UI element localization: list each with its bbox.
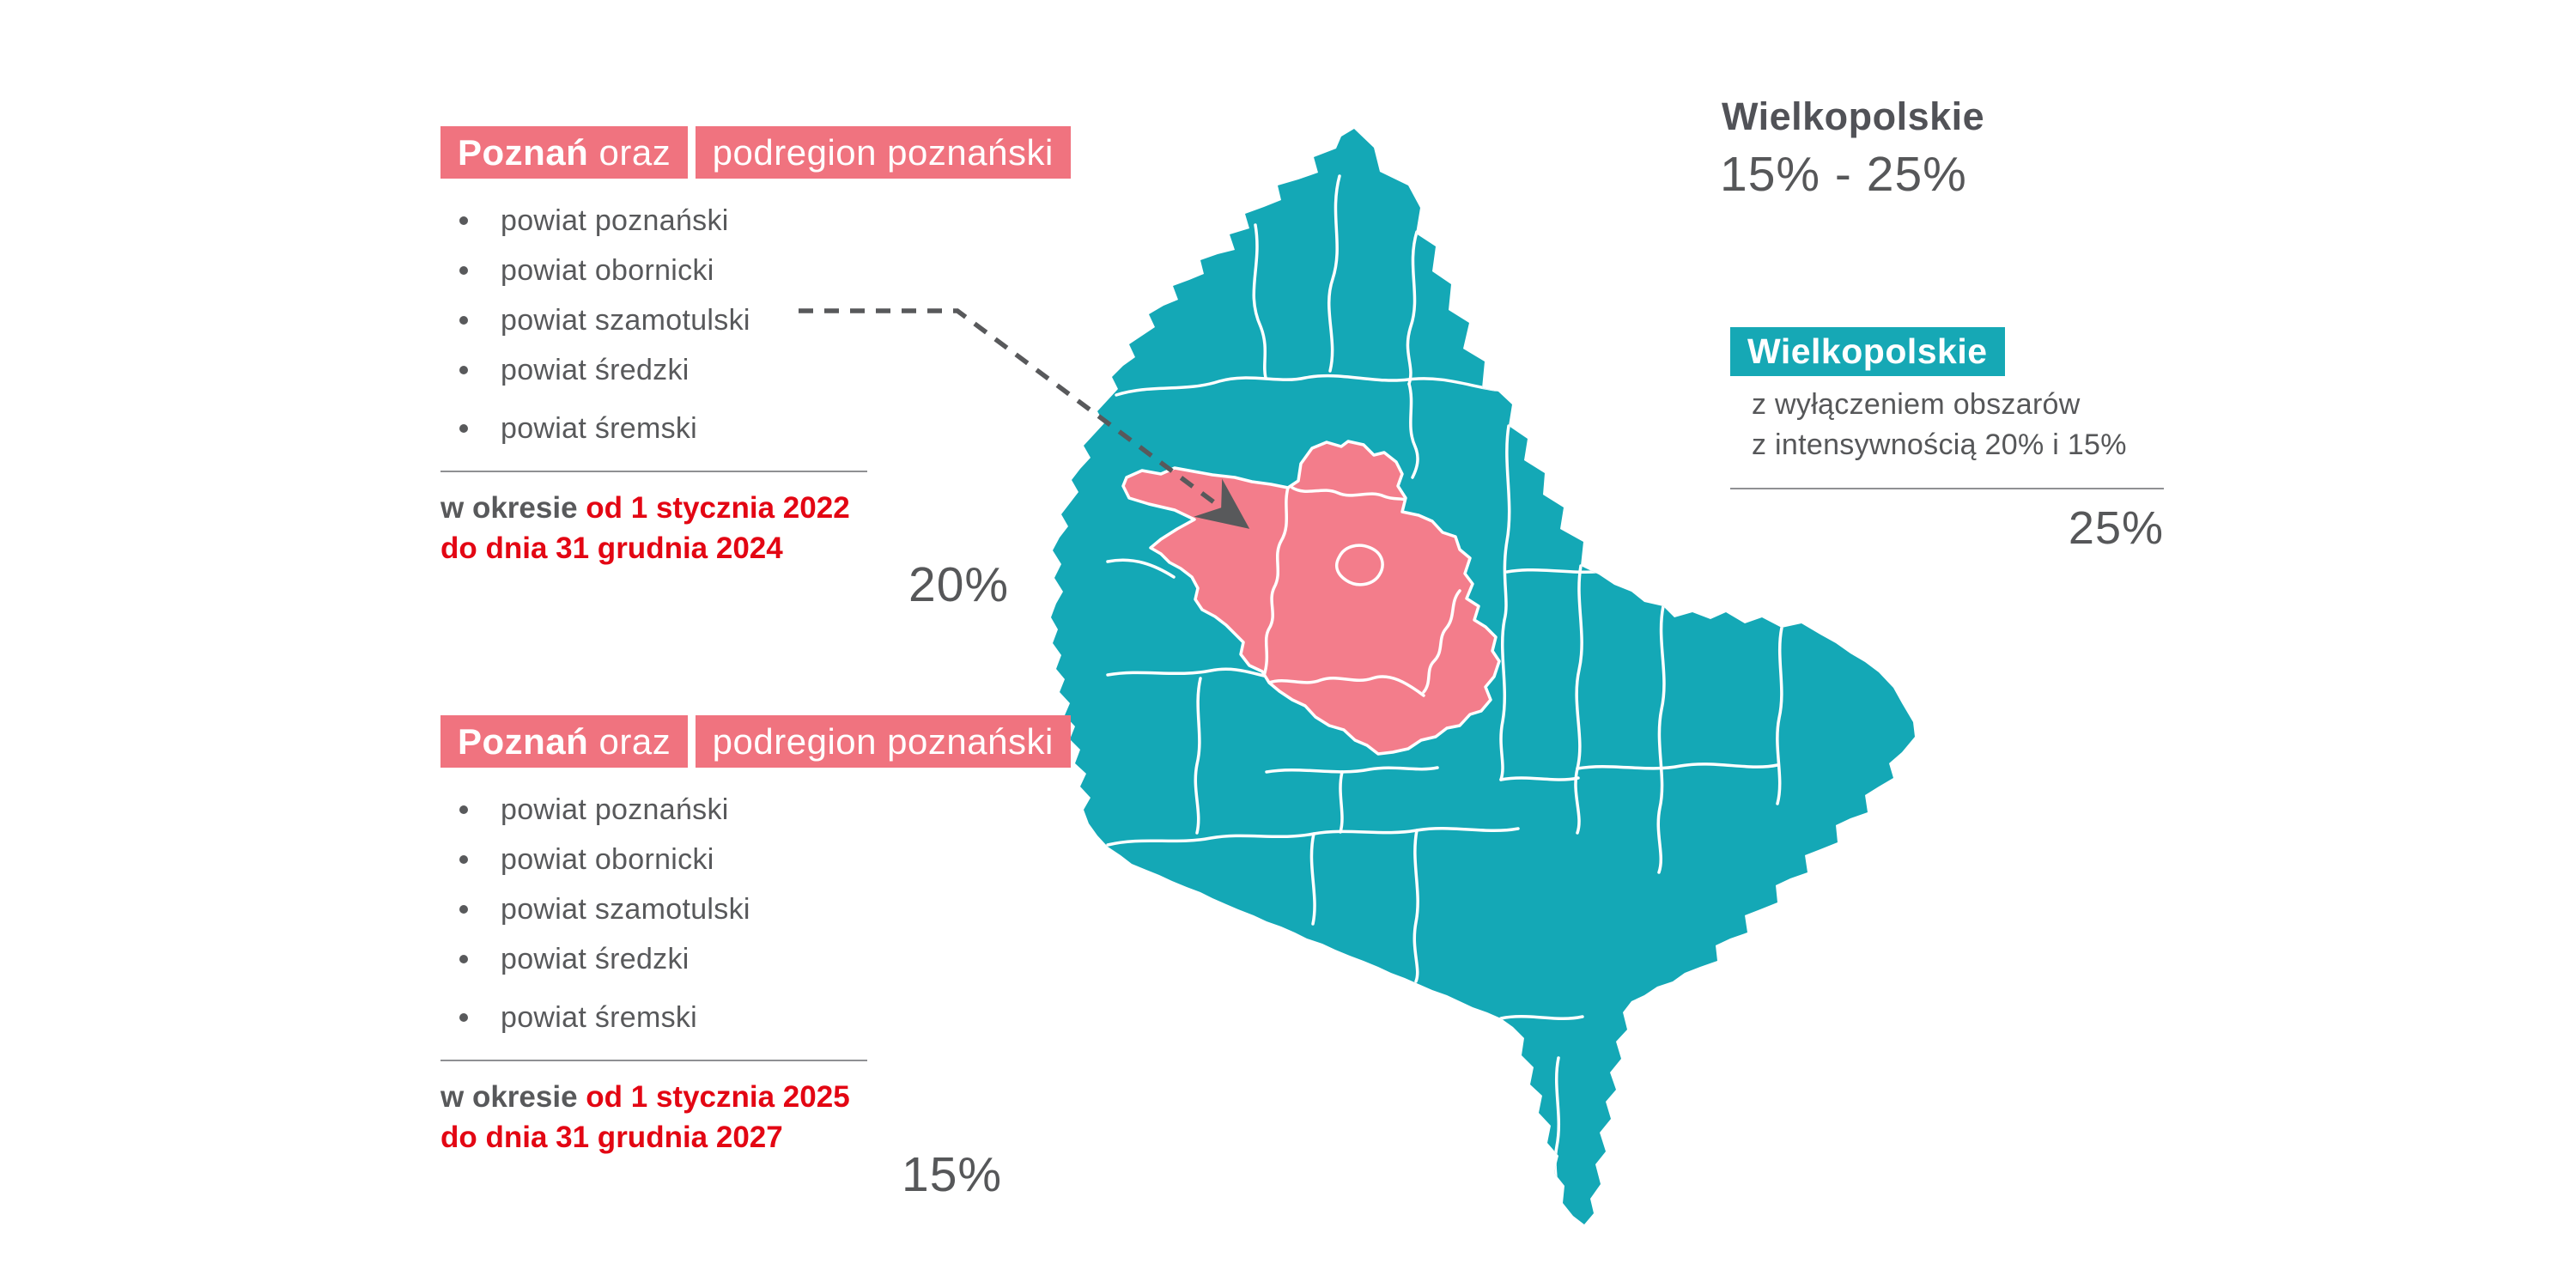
list-item: powiat poznański [451, 196, 1071, 246]
region-range: 15% - 25% [1720, 147, 1967, 202]
legend-subtitle: z wyłączeniem obszarów z intensywnością 2… [1752, 388, 2127, 461]
period-text-2022: w okresie od 1 stycznia 2022 do dnia 31 g… [440, 491, 850, 565]
list-item: powiat obornicki [451, 246, 1071, 295]
tag-poznan-1: Poznań oraz [440, 126, 689, 179]
list-item: powiat szamotulski [451, 884, 1071, 934]
period-text-2025: w okresie od 1 stycznia 2025 do dnia 31 g… [440, 1080, 850, 1154]
poznan-city-border [1334, 544, 1384, 586]
pink-subregion-borders [1262, 486, 1461, 697]
tag-poznan-2: Poznań oraz [440, 715, 689, 768]
rate-20: 20% [908, 557, 1010, 612]
region-title: Wielkopolskie [1722, 94, 1985, 138]
rate-15: 15% [902, 1147, 1003, 1202]
powiat-borders [1106, 174, 1795, 1211]
period-block-2025: Poznań oraz podregion poznański powiat p… [440, 711, 1071, 1157]
list-item: powiat średzki [451, 934, 1071, 984]
list-item: powiat obornicki [451, 835, 1071, 884]
powiat-list-1: powiat poznański powiat obornicki powiat… [451, 196, 1071, 453]
tag-podregion-1: podregion poznański [695, 126, 1071, 179]
powiat-list-2: powiat poznański powiat obornicki powiat… [451, 785, 1071, 1042]
legend-box: Wielkopolskie z wyłączeniem obszarów z in… [1730, 327, 2164, 555]
list-item: powiat śremski [451, 993, 1071, 1042]
pointer-arrow [799, 308, 1250, 529]
period-block-2022: Poznań oraz podregion poznański powiat p… [440, 122, 1071, 568]
divider [440, 1060, 867, 1061]
list-item: powiat poznański [451, 785, 1071, 835]
list-item: powiat śremski [451, 404, 1071, 453]
list-item: powiat szamotulski [451, 295, 1071, 345]
divider [1730, 488, 2164, 489]
list-item: powiat średzki [451, 345, 1071, 395]
tag-wielkopolskie: Wielkopolskie [1730, 327, 2005, 376]
divider [440, 471, 867, 472]
rate-25: 25% [2068, 502, 2164, 554]
tag-podregion-2: podregion poznański [695, 715, 1071, 768]
